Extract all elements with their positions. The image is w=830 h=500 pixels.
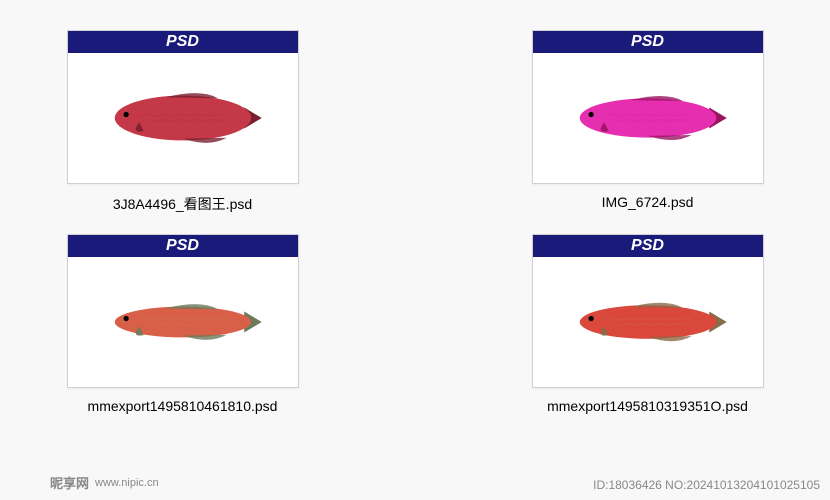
- thumbnail-image: [68, 257, 298, 387]
- psd-badge: PSD: [68, 235, 298, 257]
- filename-label: mmexport1495810461810.psd: [88, 398, 278, 414]
- filename-label: IMG_6724.psd: [602, 194, 694, 210]
- thumbnail-wrap: PSD: [532, 234, 764, 388]
- thumbnail-image: [68, 53, 298, 183]
- watermark-info: ID:18036426 NO:20241013204101025105: [593, 478, 820, 492]
- file-item[interactable]: PSD: [50, 30, 315, 214]
- thumbnail-image: [533, 257, 763, 387]
- psd-badge: PSD: [533, 31, 763, 53]
- file-item[interactable]: PSD: [515, 234, 780, 414]
- psd-badge: PSD: [68, 31, 298, 53]
- thumbnail-wrap: PSD: [67, 30, 299, 184]
- watermark-right: ID:18036426 NO:20241013204101025105: [593, 478, 820, 492]
- file-grid: PSD: [0, 0, 830, 424]
- thumbnail-image: [533, 53, 763, 183]
- filename-label: 3J8A4496_看图王.psd: [113, 194, 252, 214]
- file-item[interactable]: PSD: [515, 30, 780, 214]
- thumbnail-wrap: PSD: [67, 234, 299, 388]
- filename-label: mmexport1495810319351O.psd: [547, 398, 748, 414]
- site-url: www.nipic.cn: [95, 477, 159, 489]
- file-item[interactable]: PSD: [50, 234, 315, 414]
- thumbnail-wrap: PSD: [532, 30, 764, 184]
- psd-badge: PSD: [533, 235, 763, 257]
- site-name: 昵享网: [50, 473, 89, 492]
- watermark-left: 昵享网 www.nipic.cn: [50, 473, 159, 492]
